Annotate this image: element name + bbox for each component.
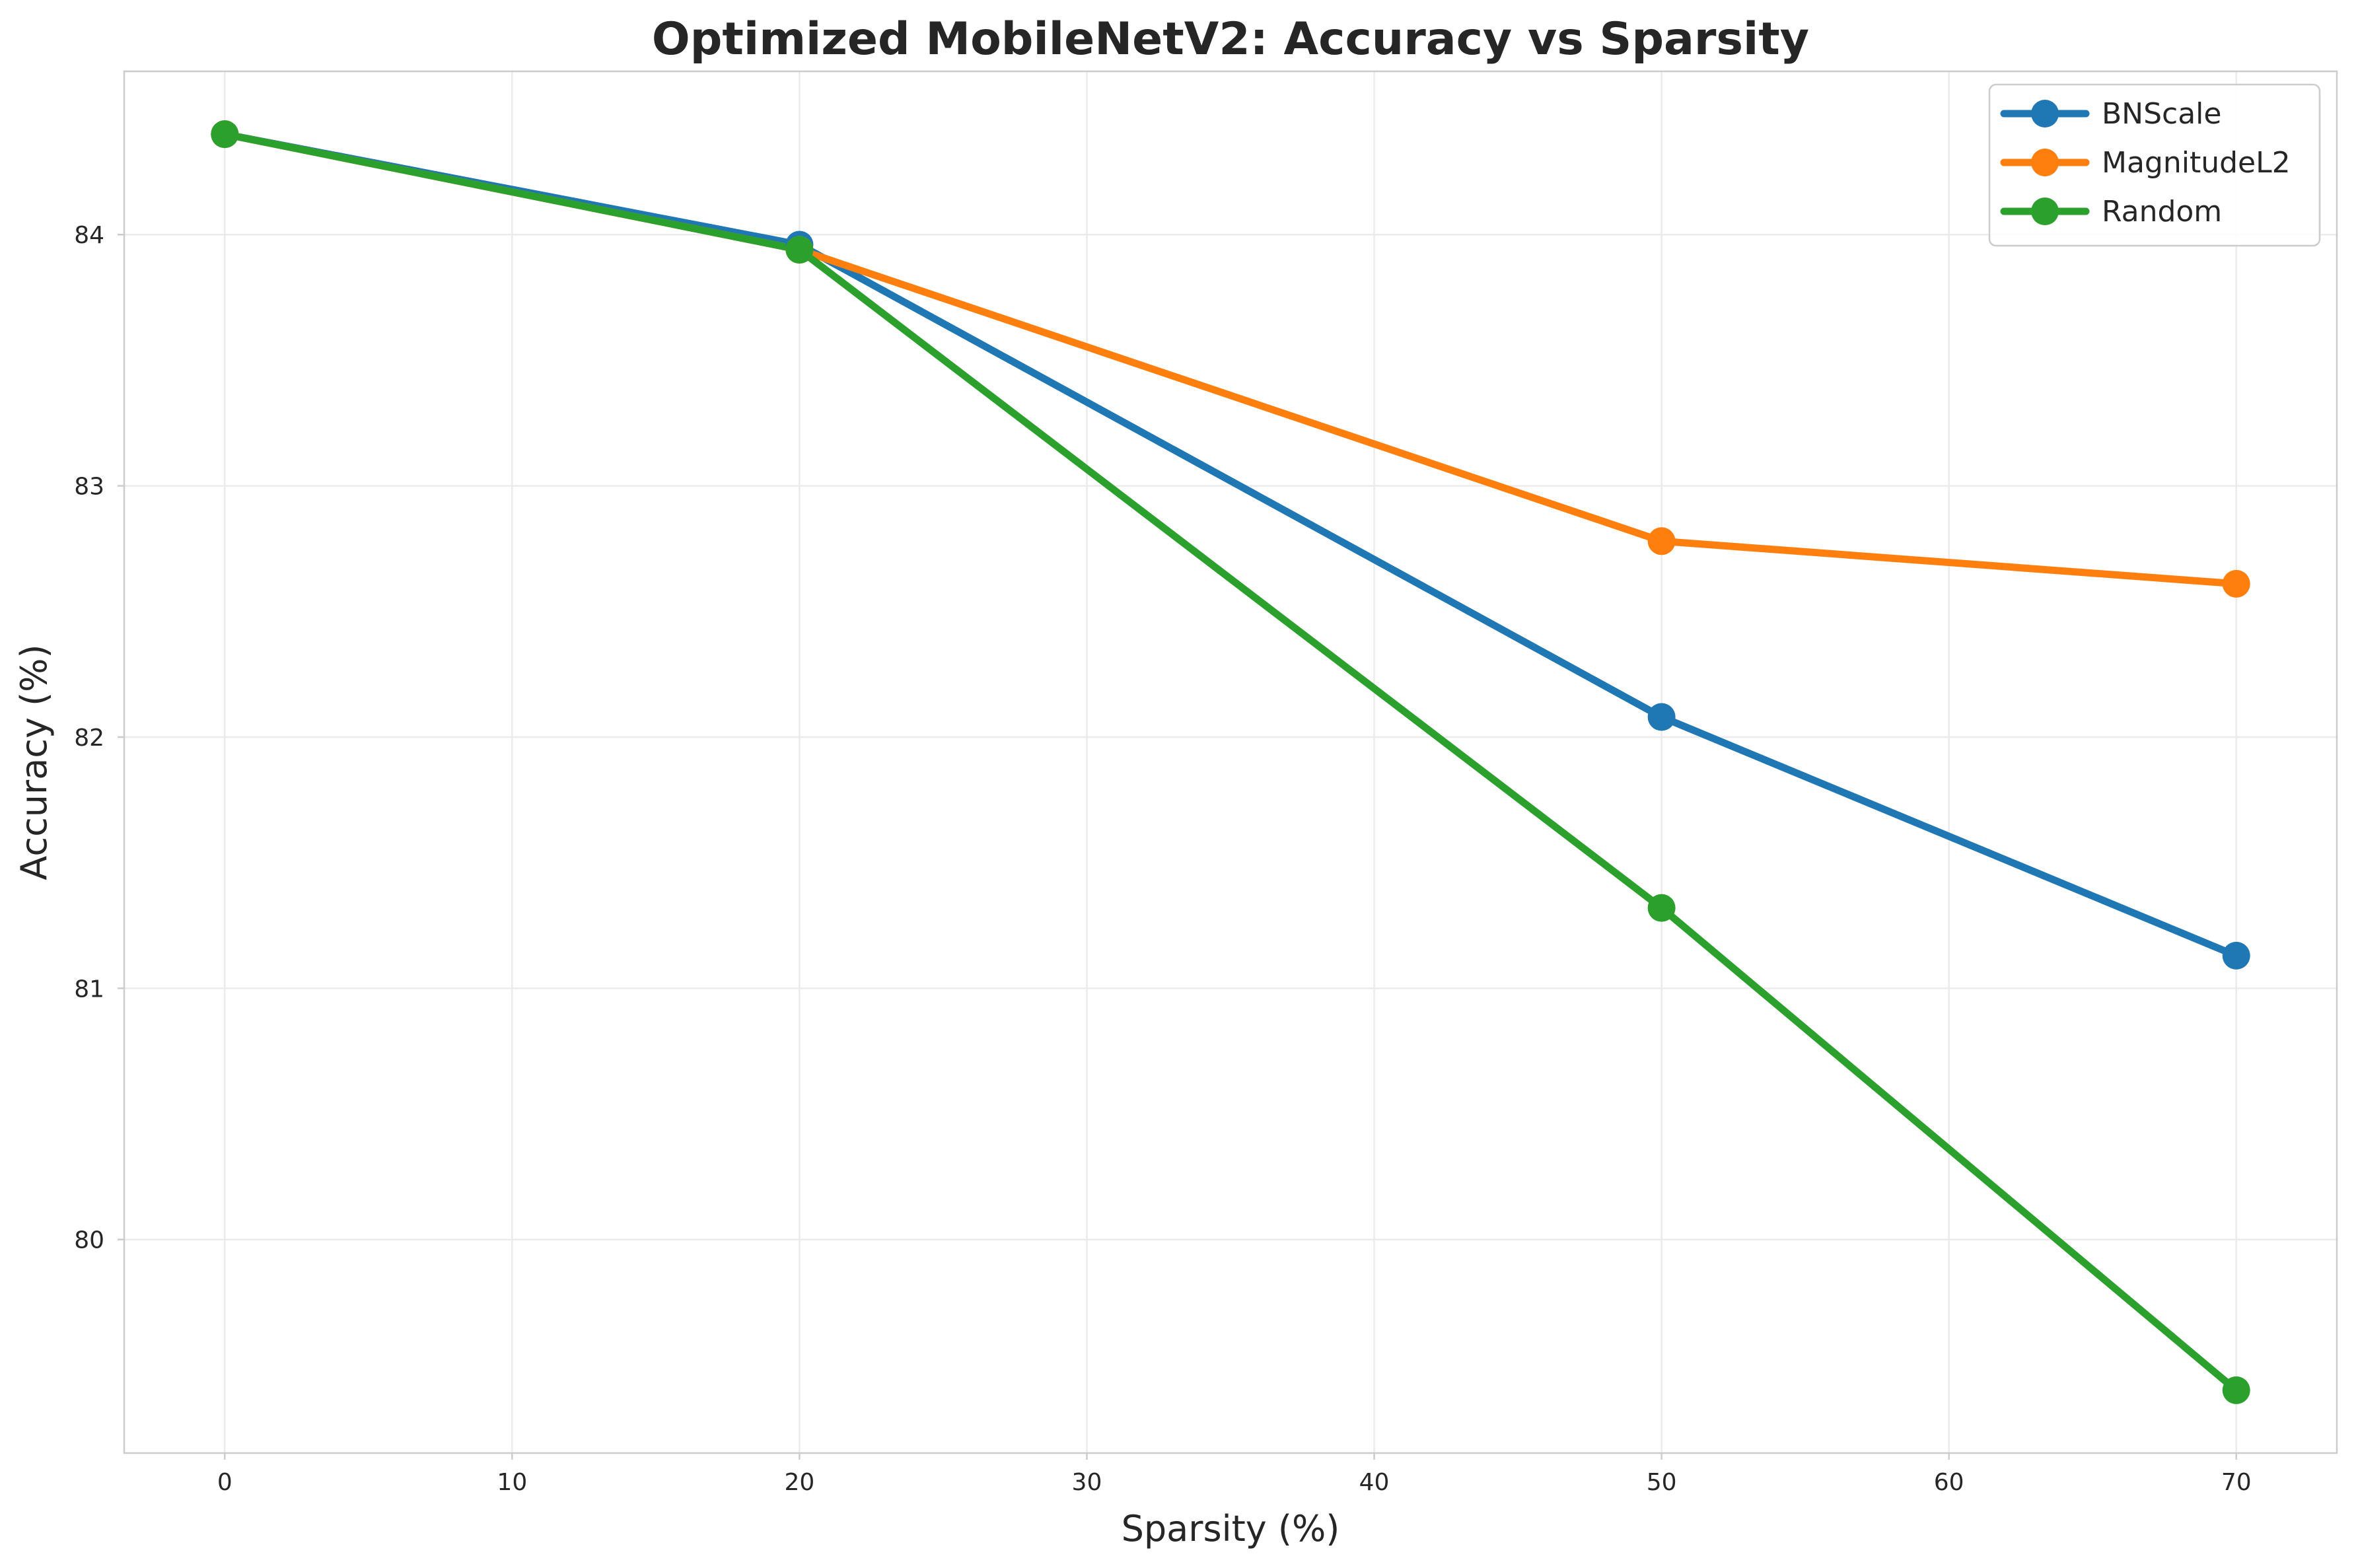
chart-title: Optimized MobileNetV2: Accuracy vs Spars…: [652, 13, 1809, 65]
x-tick-label: 50: [1647, 1469, 1677, 1496]
x-tick-label: 60: [1934, 1469, 1964, 1496]
y-tick-label: 83: [74, 474, 104, 501]
series-points: [211, 120, 2250, 1404]
legend-marker-bnscale: [2031, 100, 2059, 127]
legend-box: [1988, 83, 2321, 247]
plot-frame: [123, 70, 2338, 1454]
data-point-random: [2222, 1376, 2250, 1404]
legend-label-magnitudel2: MagnitudeL2: [2102, 146, 2291, 180]
x-tick-label: 30: [1072, 1469, 1102, 1496]
legend: BNScale MagnitudeL2 Random: [1988, 83, 2321, 247]
series-lines: [221, 130, 2240, 1394]
x-tick-label: 20: [784, 1469, 814, 1496]
data-point-bnscale: [1647, 703, 1676, 731]
data-point-magnitudel2: [2222, 569, 2250, 598]
x-tick-label: 0: [217, 1469, 232, 1496]
y-tick-label: 80: [74, 1227, 104, 1254]
data-point-random: [1647, 894, 1676, 922]
data-point-bnscale: [2222, 941, 2250, 970]
y-tick-label: 82: [74, 725, 104, 752]
legend-marker-magnitudel2: [2031, 149, 2059, 176]
x-axis-label: Sparsity (%): [1122, 1508, 1340, 1550]
x-tick-label: 10: [497, 1469, 527, 1496]
legend-label-random: Random: [2102, 195, 2222, 229]
data-point-random: [211, 120, 239, 149]
y-axis-label: Accuracy (%): [13, 644, 55, 880]
legend-marker-random: [2031, 197, 2059, 225]
x-tick-label: 40: [1359, 1469, 1390, 1496]
data-point-random: [785, 236, 814, 264]
y-tick-label: 84: [74, 222, 104, 249]
grid: [124, 71, 2337, 1453]
data-point-magnitudel2: [1647, 527, 1676, 555]
series-line-random: [221, 130, 2240, 1394]
y-tick-label: 81: [74, 976, 104, 1003]
axis-ticks: 0 10 20 30 40 50 60 70 80 81 82 83 84: [74, 222, 2251, 1496]
x-tick-label: 70: [2221, 1469, 2252, 1496]
legend-label-bnscale: BNScale: [2102, 97, 2221, 131]
